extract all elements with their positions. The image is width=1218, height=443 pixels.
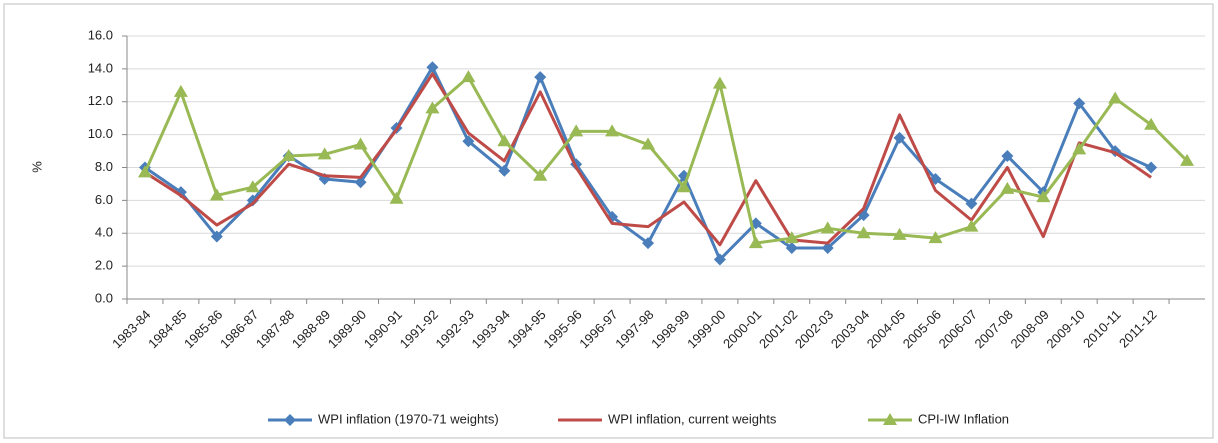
- point: [642, 237, 655, 250]
- point: [892, 227, 907, 240]
- legend-label: WPI inflation, current weights: [608, 411, 777, 426]
- point: [713, 253, 726, 266]
- point: [821, 242, 834, 255]
- point: [785, 242, 798, 255]
- point: [533, 168, 548, 181]
- point: [209, 188, 224, 201]
- point: [354, 176, 367, 189]
- point: [569, 124, 584, 137]
- point: [712, 76, 727, 89]
- point: [534, 71, 547, 84]
- point: [1145, 161, 1158, 174]
- y-axis-label: %: [29, 161, 44, 173]
- series-line: [143, 75, 1189, 245]
- y-tick-label: 6.0: [95, 192, 113, 207]
- y-tick-label: 2.0: [95, 258, 113, 273]
- point: [748, 236, 763, 249]
- point: [426, 61, 439, 74]
- series-line: [144, 72, 1152, 247]
- point: [497, 134, 512, 147]
- point: [965, 197, 978, 210]
- point: [425, 101, 440, 114]
- y-tick-label: 14.0: [88, 60, 113, 75]
- point: [1072, 142, 1087, 155]
- point: [462, 135, 475, 148]
- point: [137, 165, 152, 178]
- point: [856, 226, 871, 239]
- y-tick-label: 8.0: [95, 159, 113, 174]
- point: [1180, 153, 1195, 166]
- point: [317, 147, 332, 160]
- point: [820, 221, 835, 234]
- point: [353, 137, 368, 150]
- point: [284, 414, 296, 426]
- point: [246, 194, 259, 207]
- point: [1001, 149, 1014, 162]
- y-tick-label: 16.0: [88, 27, 113, 42]
- point: [784, 231, 799, 244]
- point: [245, 180, 260, 193]
- y-tick-label: 12.0: [88, 93, 113, 108]
- point: [461, 70, 476, 83]
- point: [641, 137, 656, 150]
- point: [676, 180, 691, 193]
- point: [1000, 181, 1015, 194]
- point: [1108, 91, 1123, 104]
- y-tick-label: 4.0: [95, 225, 113, 240]
- point: [1073, 97, 1086, 110]
- legend-label: CPI-IW Inflation: [918, 411, 1009, 426]
- y-tick-label: 0.0: [95, 290, 113, 305]
- y-tick-label: 10.0: [88, 126, 113, 141]
- point: [281, 148, 296, 161]
- point: [893, 131, 906, 144]
- point: [1036, 190, 1051, 203]
- point: [883, 413, 897, 425]
- point: [964, 219, 979, 232]
- point: [928, 231, 943, 244]
- point: [605, 124, 620, 137]
- point: [389, 191, 404, 204]
- point: [498, 164, 511, 177]
- point: [210, 230, 223, 243]
- legend-label: WPI inflation (1970-71 weights): [318, 411, 499, 426]
- point: [173, 84, 188, 97]
- point: [1144, 117, 1159, 130]
